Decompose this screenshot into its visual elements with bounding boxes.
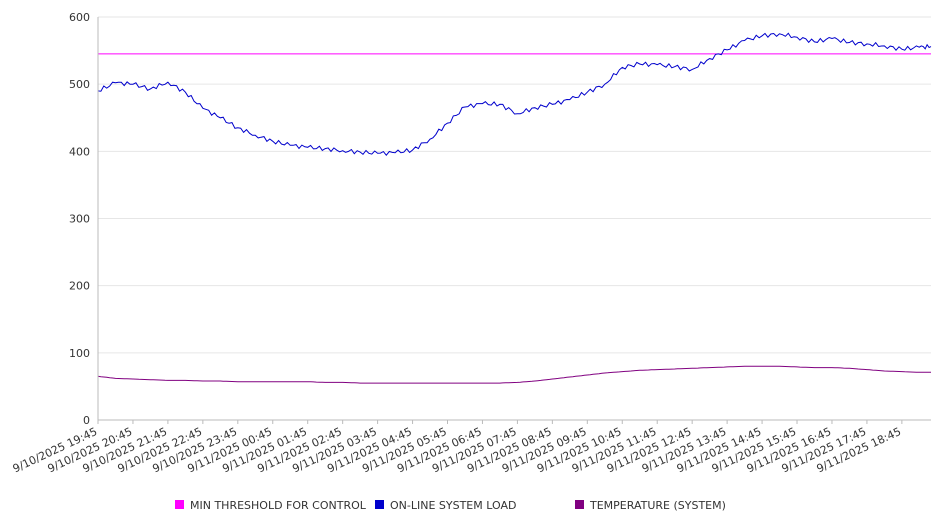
series-lines <box>97 32 932 384</box>
y-tick-label: 0 <box>83 414 90 427</box>
series-line-on-line-system-load <box>97 32 932 156</box>
y-axis-ticks: 0 100 200 300 400 500 600 <box>69 11 90 427</box>
legend-label: TEMPERATURE (SYSTEM) <box>589 499 726 512</box>
y-tick-label: 100 <box>69 347 90 360</box>
legend: MIN THRESHOLD FOR CONTROL ON-LINE SYSTEM … <box>175 499 726 512</box>
legend-swatch <box>375 500 384 509</box>
series-line-temperature-system- <box>97 365 931 384</box>
legend-label: MIN THRESHOLD FOR CONTROL <box>190 499 367 512</box>
y-tick-label: 300 <box>69 213 90 226</box>
y-tick-label: 600 <box>69 11 90 24</box>
legend-swatch <box>175 500 184 509</box>
gridlines <box>98 16 931 354</box>
y-tick-label: 200 <box>69 280 90 293</box>
legend-label: ON-LINE SYSTEM LOAD <box>390 499 516 512</box>
legend-swatch <box>575 500 584 509</box>
x-axis-ticks: 9/10/2025 19:459/10/2025 20:459/10/2025 … <box>11 420 903 475</box>
y-tick-label: 500 <box>69 78 90 91</box>
y-tick-label: 400 <box>69 145 90 158</box>
